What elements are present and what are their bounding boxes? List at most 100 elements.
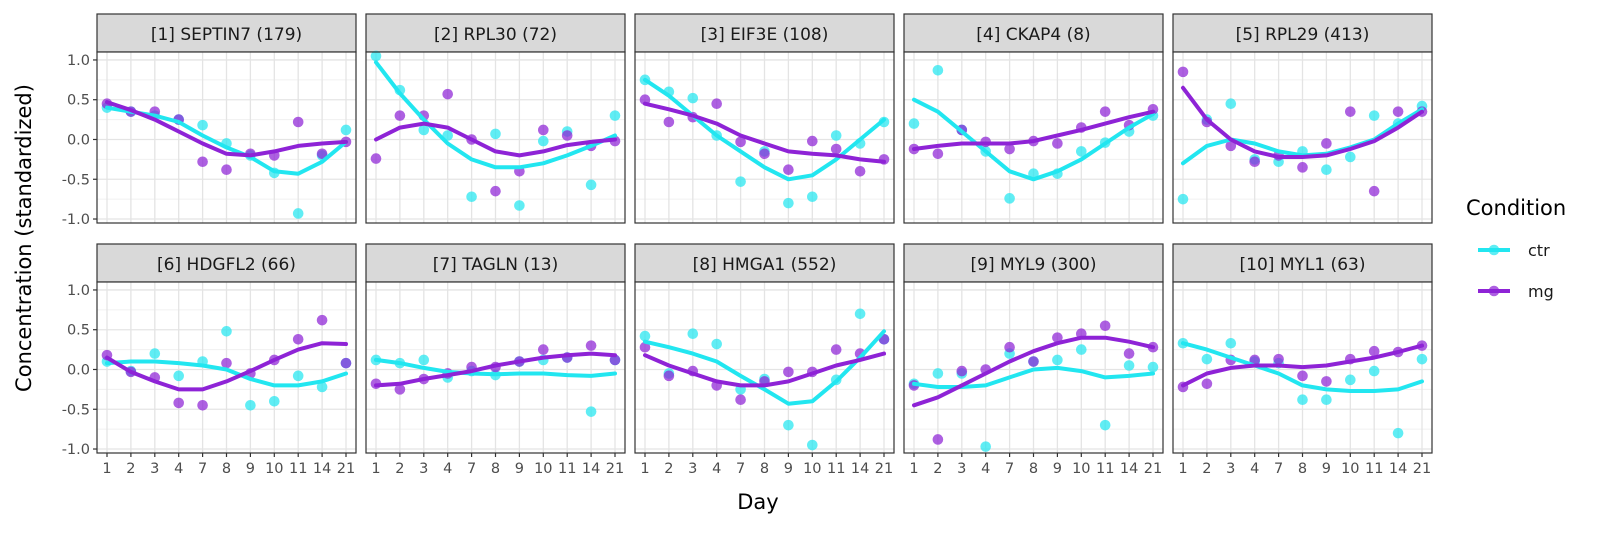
panel-strip	[903, 13, 1164, 53]
x-tick-label: 9	[246, 461, 255, 477]
x-tick-label: 2	[395, 461, 404, 477]
data-point-mg	[561, 130, 573, 141]
legend-label: mg	[1528, 282, 1554, 301]
data-point-mg	[783, 164, 794, 176]
panel-strip	[903, 243, 1164, 283]
x-tick-label: 9	[515, 461, 524, 477]
x-tick-label: 3	[419, 461, 428, 477]
data-point-mg	[783, 366, 794, 378]
series-line-ctr	[643, 329, 886, 406]
series-line-mg	[105, 100, 348, 158]
x-tick-label: 1	[909, 461, 918, 477]
panel-title: [3] EIF3E (108)	[701, 25, 829, 45]
data-point-ctr	[735, 176, 746, 187]
x-tick-label: 11	[558, 461, 576, 477]
x-tick-label: 21	[337, 461, 355, 477]
data-point-ctr	[1201, 353, 1213, 365]
x-tick-label: 14	[1120, 461, 1138, 477]
x-tick-label: 1	[1178, 461, 1187, 477]
series-line-mg	[374, 121, 617, 158]
data-point-ctr	[783, 197, 794, 209]
data-point-mg	[807, 135, 818, 147]
data-point-ctr	[1345, 151, 1356, 163]
data-point-ctr	[1076, 146, 1087, 157]
data-point-ctr	[466, 191, 477, 203]
data-point-ctr	[1321, 164, 1332, 176]
x-tick-label: 9	[1322, 461, 1331, 477]
data-point-ctr	[1099, 419, 1111, 431]
data-point-mg	[1099, 320, 1111, 332]
x-tick-label: 14	[313, 461, 331, 477]
data-point-mg	[830, 344, 842, 355]
data-point-mg	[1028, 356, 1039, 367]
x-tick-label: 11	[1365, 461, 1383, 477]
data-point-ctr	[711, 338, 722, 350]
series-line-mg	[912, 335, 1155, 408]
x-tick-label: 21	[1144, 461, 1162, 477]
data-point-ctr	[932, 368, 944, 379]
legend-label: ctr	[1528, 241, 1550, 260]
panel: [7] TAGLN (13) 1 2 3 4 7 8 9 10 11 14 21	[365, 243, 626, 477]
data-point-mg	[1249, 156, 1260, 168]
x-tick-label: 10	[1072, 461, 1090, 477]
series-line-ctr	[912, 365, 1155, 389]
x-tick-label: 11	[1096, 461, 1114, 477]
data-point-ctr	[269, 396, 280, 407]
data-point-ctr	[908, 118, 920, 129]
x-tick-label: 8	[760, 461, 769, 477]
data-point-mg	[1321, 376, 1332, 387]
data-point-ctr	[1123, 360, 1135, 371]
data-point-ctr	[418, 354, 430, 366]
legend-key-point	[1488, 244, 1500, 256]
data-point-ctr	[340, 124, 352, 136]
series-line-ctr	[105, 359, 348, 388]
panel: [1] SEPTIN7 (179) 1.0 0.5 0.0 -0.5 -1.0	[62, 13, 357, 228]
series-line-mg	[105, 341, 348, 392]
legend-item-mg: mg	[1478, 282, 1554, 301]
data-point-mg	[830, 143, 842, 155]
data-point-mg	[1177, 66, 1189, 78]
panel-strip	[634, 13, 895, 53]
data-point-mg	[292, 333, 304, 345]
data-point-ctr	[1297, 394, 1308, 406]
panel-border	[96, 51, 357, 224]
panel-title: [7] TAGLN (13)	[433, 255, 559, 275]
x-tick-label: 3	[957, 461, 966, 477]
x-tick-label: 7	[198, 461, 207, 477]
panels: [1] SEPTIN7 (179) 1.0 0.5 0.0 -0.5 -1.0 [2] RP…	[62, 13, 1433, 477]
data-point-ctr	[932, 64, 944, 76]
data-point-mg	[932, 434, 944, 445]
data-point-ctr	[687, 92, 699, 104]
data-point-ctr	[1392, 427, 1404, 439]
x-tick-label: 9	[1053, 461, 1062, 477]
x-tick-label: 11	[289, 461, 307, 477]
data-point-ctr	[316, 381, 328, 393]
panel: [9] MYL9 (300) 1 2 3 4 7 8 9 10 11 14 21	[903, 243, 1164, 477]
data-point-ctr	[1052, 354, 1063, 366]
data-point-ctr	[1368, 110, 1380, 121]
x-tick-label: 4	[443, 461, 452, 477]
data-point-mg	[1123, 348, 1135, 359]
data-point-mg	[609, 354, 621, 366]
data-point-mg	[1052, 138, 1063, 149]
y-tick-label: 0.5	[67, 323, 90, 339]
series-line-mg	[643, 101, 886, 164]
data-point-mg	[639, 341, 651, 353]
panel: [10] MYL1 (63) 1 2 3 4 7 8 9 10 11 14 21	[1172, 243, 1433, 477]
x-tick-label: 10	[534, 461, 552, 477]
data-point-mg	[1004, 341, 1015, 353]
data-point-mg	[1201, 378, 1213, 390]
data-point-mg	[1297, 162, 1308, 173]
data-point-mg	[711, 98, 722, 109]
x-tick-label: 2	[664, 461, 673, 477]
y-tick-label: 0.0	[67, 132, 90, 148]
panel-title: [9] MYL9 (300)	[971, 255, 1097, 275]
data-point-mg	[316, 314, 328, 326]
series-line-ctr	[643, 77, 886, 182]
panel: [6] HDGFL2 (66)1.00.50.0-0.5-1.01 2 3 4 7 8 9 1…	[62, 243, 357, 477]
x-tick-label: 14	[582, 461, 600, 477]
data-point-mg	[538, 344, 549, 355]
data-point-mg	[538, 124, 549, 136]
data-point-ctr	[980, 441, 991, 452]
